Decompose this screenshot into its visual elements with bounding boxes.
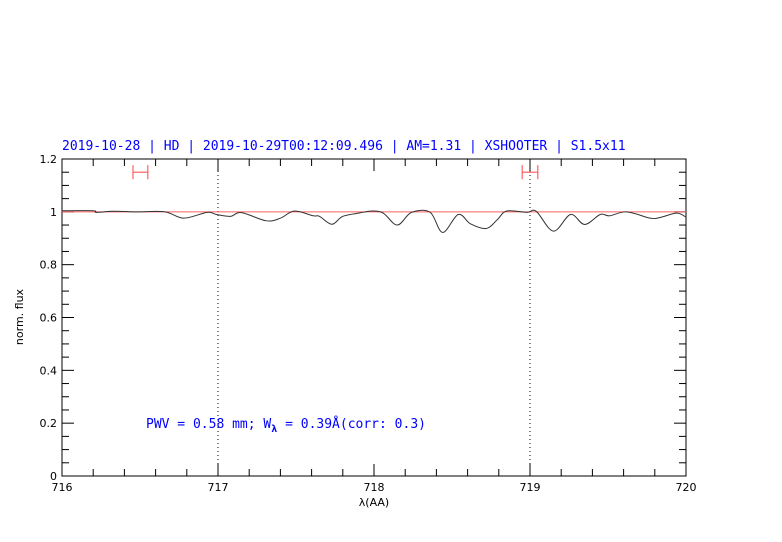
y-tick-label: 0 [50,470,57,483]
annotation-pre: PWV = 0.58 mm; W [146,417,271,432]
y-tick-label: 1.2 [40,153,58,166]
annotation-sub: λ [271,424,277,435]
y-tick-label: 1 [50,206,57,219]
y-tick-label: 0.2 [40,417,58,430]
spectrum-line [61,209,687,233]
x-tick-label: 717 [208,481,229,494]
pwv-annotation: PWV = 0.58 mm; Wλ = 0.39Å(corr: 0.3) [146,416,426,435]
annotation-post: = 0.39Å(corr: 0.3) [277,416,426,432]
interval-marker [521,165,539,180]
x-tick-label: 719 [520,481,541,494]
x-tick-label: 718 [364,481,385,494]
y-tick-label: 0.6 [40,312,58,325]
y-tick-label: 0.4 [40,364,58,377]
x-tick-label: 716 [52,481,73,494]
interval-marker [132,165,149,180]
x-axis-label: λ(AA) [359,496,389,509]
y-axis-label: norm. flux [13,288,26,345]
axes: 716 717 718 719 720 0 0.2 0.4 0.6 0.8 1 1.2 [40,153,697,494]
marks [61,159,687,476]
x-tick-label: 720 [676,481,697,494]
chart-title: 2019-10-28 | HD | 2019-10-29T00:12:09.49… [62,139,626,154]
y-tick-label: 0.8 [40,259,58,272]
